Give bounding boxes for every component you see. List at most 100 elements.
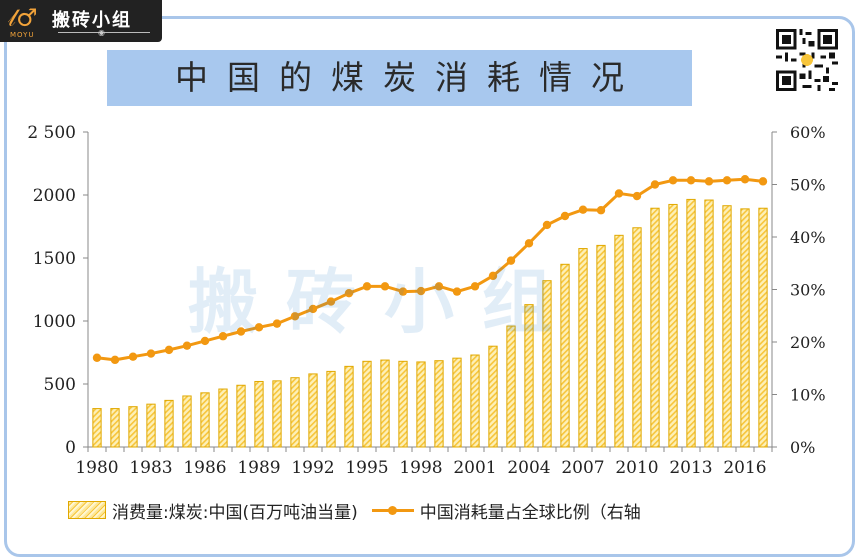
share-point-1990	[272, 319, 282, 328]
bar-2017	[758, 207, 768, 448]
bar-1989	[254, 380, 264, 448]
x-tick-label: 2004	[507, 458, 550, 478]
bar-1992	[308, 373, 318, 448]
x-tick-label: 2013	[669, 458, 712, 478]
bar-1997	[398, 360, 408, 448]
legend-line-label: 中国消耗量占全球比例（右轴	[419, 502, 641, 523]
x-tick-label: 2010	[615, 458, 658, 478]
bar-2006	[560, 263, 570, 448]
share-point-2013	[686, 176, 696, 185]
share-point-2014	[704, 177, 714, 186]
bar-2005	[542, 280, 552, 448]
y-left-tick-label: 0	[65, 438, 76, 458]
share-point-1989	[254, 323, 264, 332]
share-point-1988	[236, 327, 246, 336]
legend-bar-swatch	[68, 501, 106, 519]
y-right-tick-label: 50%	[790, 176, 826, 195]
bar-2014	[704, 199, 714, 448]
bar-1983	[146, 403, 156, 448]
bar-1995	[362, 360, 372, 448]
bar-2010	[632, 227, 642, 448]
bar-2001	[470, 354, 480, 448]
bar-1998	[416, 361, 426, 448]
share-point-2008	[596, 206, 606, 215]
brand-logo: 𝓁♂ MOYU 搬砖小组 ◉	[0, 0, 162, 42]
bar-1982	[128, 406, 138, 448]
bar-2007	[578, 248, 588, 448]
share-point-2012	[668, 176, 678, 185]
x-tick-label: 2001	[453, 458, 496, 478]
share-point-2000	[452, 287, 462, 296]
bar-2012	[668, 203, 678, 448]
y-right-tick-label: 60%	[790, 123, 826, 142]
share-point-2001	[470, 282, 480, 291]
share-point-1984	[164, 345, 174, 355]
legend-bar-label: 消费量:煤炭:中国(百万吨油当量)	[112, 502, 358, 523]
share-point-2002	[488, 271, 498, 281]
x-tick-label: 2016	[723, 458, 766, 478]
bar-2003	[506, 325, 516, 448]
bar-2000	[452, 357, 462, 448]
bar-1999	[434, 360, 444, 448]
y-left-tick-label: 500	[44, 375, 76, 395]
qr-code-icon	[776, 29, 838, 91]
y-right-tick-label: 40%	[790, 228, 826, 247]
legend-line-swatch	[371, 502, 414, 518]
bar-1986	[200, 392, 210, 448]
y-right-tick-label: 30%	[790, 281, 826, 300]
bar-2016	[740, 208, 750, 448]
logo-text: 搬砖小组	[52, 10, 132, 31]
bar-1990	[272, 380, 282, 448]
chart-title: 中国的煤炭消耗情况	[175, 58, 643, 97]
bar-2013	[686, 198, 696, 448]
share-point-2016	[740, 175, 750, 184]
chart-legend: 消费量:煤炭:中国(百万吨油当量) 中国消耗量占全球比例（右轴	[68, 496, 641, 524]
logo-leaf-icon: 𝓁♂	[8, 4, 38, 32]
y-left-tick-label: 2 500	[27, 123, 76, 143]
bar-1985	[182, 395, 192, 448]
logo-subtext: MOYU	[10, 31, 35, 39]
x-tick-label: 1980	[75, 458, 118, 478]
title-banner: 中国的煤炭消耗情况	[107, 50, 692, 106]
y-right-tick-label: 10%	[790, 386, 826, 405]
bar-1993	[326, 370, 336, 448]
share-point-1986	[200, 336, 210, 346]
share-point-2005	[542, 220, 552, 230]
share-point-2003	[506, 256, 516, 265]
share-point-2011	[650, 180, 660, 189]
share-point-1997	[398, 287, 408, 296]
x-tick-label: 1989	[237, 458, 280, 478]
bar-1988	[236, 384, 246, 448]
share-point-1993	[326, 297, 336, 306]
share-point-1996	[380, 282, 390, 291]
share-point-1981	[110, 355, 120, 365]
bar-1980	[92, 408, 102, 448]
share-point-1999	[434, 282, 444, 291]
x-tick-label: 1983	[129, 458, 172, 478]
x-tick-label: 1986	[183, 458, 226, 478]
share-point-1998	[416, 286, 426, 296]
x-tick-label: 1998	[399, 458, 442, 478]
share-point-1980	[92, 353, 102, 362]
share-point-1991	[290, 312, 300, 321]
bar-2008	[596, 244, 606, 448]
watermark: 搬砖小组	[188, 261, 580, 343]
y-left-tick-label: 1500	[33, 249, 76, 269]
share-point-2007	[578, 205, 588, 214]
share-point-1992	[308, 304, 318, 314]
share-point-2010	[632, 191, 642, 201]
bar-1984	[164, 399, 174, 448]
bar-1991	[290, 377, 300, 448]
bar-2015	[722, 205, 732, 448]
bar-2004	[524, 304, 534, 448]
bar-1981	[110, 408, 120, 448]
x-tick-label: 1995	[345, 458, 388, 478]
share-point-2015	[722, 176, 732, 185]
share-point-2017	[758, 177, 768, 186]
y-left-tick-label: 1000	[33, 312, 76, 332]
bar-2009	[614, 234, 624, 448]
share-point-1987	[218, 332, 228, 341]
y-right-tick-label: 0%	[790, 438, 815, 457]
share-point-2004	[524, 239, 534, 248]
